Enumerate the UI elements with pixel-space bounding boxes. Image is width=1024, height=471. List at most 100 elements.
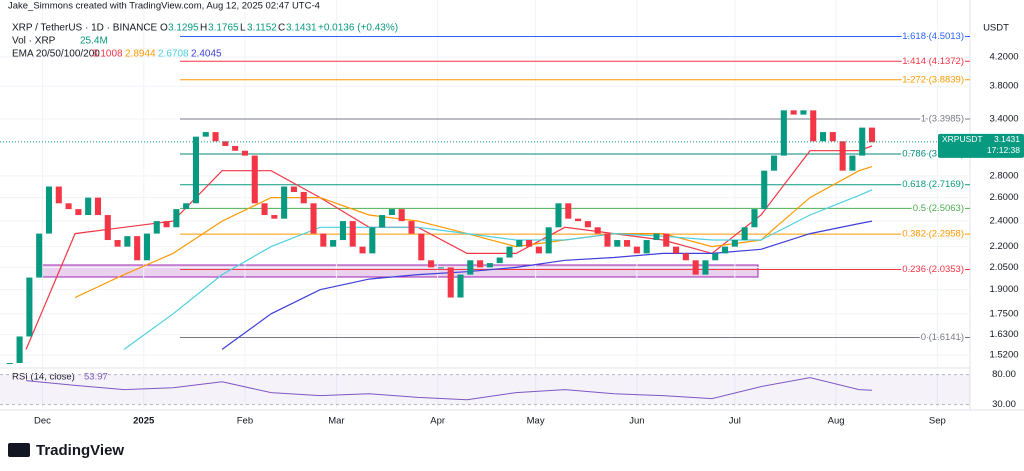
x-tick-label: Dec: [34, 416, 51, 427]
candle: [290, 186, 297, 193]
candle: [516, 240, 523, 247]
candle: [388, 209, 395, 216]
volume-value: 25.4M: [80, 36, 108, 47]
candle: [722, 246, 729, 254]
candle: [584, 221, 591, 228]
y-tick-label: 3.4000: [989, 113, 1018, 124]
credit: Jake_Simmons created with TradingView.co…: [8, 1, 320, 12]
o-label: O: [160, 23, 168, 34]
rsi-band: [0, 374, 970, 405]
candle: [849, 155, 856, 171]
candle: [496, 257, 503, 264]
candle: [751, 209, 758, 228]
candle: [418, 233, 425, 261]
ema-label: EMA 20/50/100/200: [12, 49, 100, 60]
candle: [428, 260, 435, 268]
x-tick-label: May: [527, 416, 545, 427]
ema-value: 2.8944: [125, 49, 156, 60]
candle: [222, 141, 229, 146]
l-label: L: [240, 23, 246, 34]
x-tick-label: Mar: [328, 416, 344, 427]
candle: [320, 233, 327, 247]
candle: [202, 132, 209, 137]
candle: [673, 246, 680, 254]
candle: [261, 203, 268, 216]
candle: [55, 186, 62, 204]
x-tick-label: Apr: [430, 416, 445, 427]
price-tag: [938, 133, 1024, 158]
candle: [408, 221, 415, 234]
candle: [545, 227, 552, 254]
y-tick-label: 1.7500: [989, 308, 1018, 319]
candle: [467, 260, 474, 275]
candle: [192, 136, 199, 204]
candle: [16, 336, 23, 364]
candle: [692, 260, 699, 275]
candle: [271, 215, 278, 219]
brand-name: TradingView: [36, 442, 124, 459]
candle: [85, 197, 92, 216]
candle: [65, 203, 72, 210]
highlight-zone: [39, 264, 759, 278]
fib-label: 0.236 (2.0353): [902, 264, 964, 275]
candle: [437, 267, 444, 269]
candle: [457, 274, 464, 298]
brand: TradingView: [8, 442, 124, 459]
candle: [565, 203, 572, 219]
candle: [6, 363, 13, 365]
candle: [477, 260, 484, 268]
candle: [526, 240, 533, 247]
candle: [330, 240, 337, 247]
y-tick-label: 2.4000: [989, 216, 1018, 227]
candle: [36, 233, 43, 278]
candle: [183, 203, 190, 210]
candle: [94, 197, 102, 216]
candle: [594, 227, 601, 234]
low: 3.1152: [247, 23, 277, 34]
candle: [868, 127, 876, 143]
legend: XRP / TetherUS · 1D · BINANCE O 3.1295 H…: [12, 23, 398, 383]
y-tick-label: 1.9000: [989, 284, 1018, 295]
ema-value: 2.6708: [158, 49, 189, 60]
candle: [800, 110, 807, 115]
y-tick-label: 1.5200: [989, 350, 1018, 361]
candle: [859, 127, 866, 156]
fib-label: 0 (1.6141): [921, 332, 964, 343]
ema-line: [74, 166, 873, 299]
candle: [45, 186, 53, 234]
y-tick-label: 2.2000: [989, 241, 1018, 252]
candle: [104, 215, 111, 241]
x-tick-label: Sep: [929, 416, 946, 427]
y-tick-label: 2.8000: [989, 170, 1018, 181]
candle: [575, 218, 582, 222]
candle: [281, 186, 288, 219]
candle: [379, 215, 386, 228]
open: 3.1295: [168, 23, 199, 34]
candle: [486, 263, 493, 268]
ema-value: 3.1008: [92, 49, 123, 60]
candle: [555, 203, 562, 228]
close: 3.1431: [286, 23, 317, 34]
y-tick-label: 2.0500: [989, 262, 1018, 273]
candle: [663, 233, 670, 247]
x-tick-label: Feb: [237, 416, 253, 427]
candle: [819, 132, 827, 142]
rsi-title: RSI (14, close): [12, 372, 75, 383]
candle: [339, 221, 346, 241]
candle: [143, 233, 151, 261]
candle: [232, 145, 239, 151]
axis-title: USDT: [983, 23, 1009, 34]
candle: [712, 253, 719, 261]
candle: [829, 132, 836, 142]
change: +0.0136 (+0.43%): [318, 23, 398, 34]
ema-line: [221, 220, 873, 350]
candle: [163, 221, 170, 228]
candle: [810, 110, 817, 142]
candle: [153, 221, 160, 234]
candle: [682, 253, 689, 261]
candle: [349, 221, 356, 247]
x-tick-label: 2025: [133, 416, 155, 427]
fib-label: 0.5 (2.5063): [913, 203, 964, 214]
x-tick-label: Jul: [729, 416, 741, 427]
candle: [26, 277, 33, 337]
